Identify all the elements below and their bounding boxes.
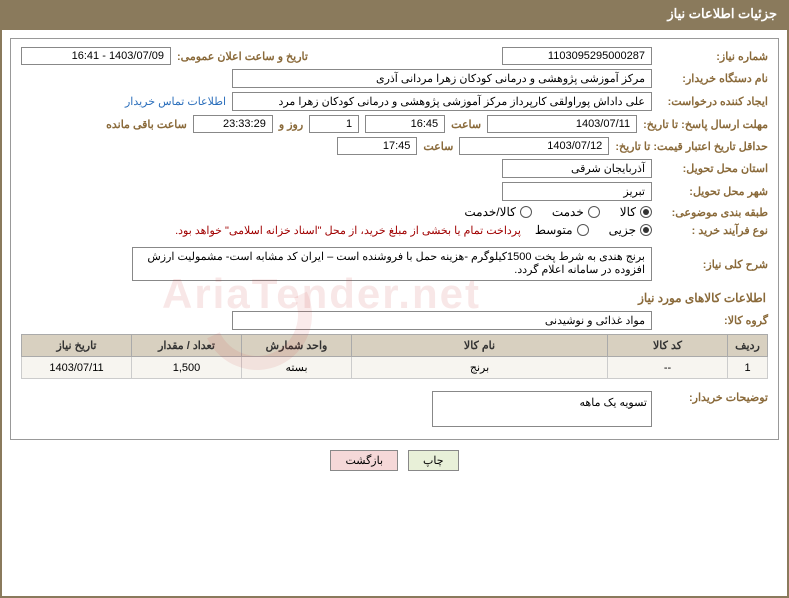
- reply-date: 1403/07/11: [487, 115, 637, 133]
- province-label: استان محل تحویل:: [658, 162, 768, 175]
- buyer-value: مرکز آموزشی پژوهشی و درمانی کودکان زهرا …: [232, 69, 652, 88]
- need-no-value: 1103095295000287: [502, 47, 652, 65]
- cell-code: --: [608, 357, 728, 379]
- items-table: ردیف کد کالا نام کالا واحد شمارش تعداد /…: [21, 334, 768, 379]
- row-category: طبقه بندی موضوعی: کالا خدمت کالا/خدمت: [21, 205, 768, 219]
- cell-row: 1: [728, 357, 768, 379]
- time-label-1: ساعت: [451, 118, 481, 131]
- validity-time: 17:45: [337, 137, 417, 155]
- th-name: نام کالا: [352, 335, 608, 357]
- radio-both[interactable]: کالا/خدمت: [464, 205, 531, 219]
- need-no-label: شماره نیاز:: [658, 50, 768, 63]
- th-qty: تعداد / مقدار: [132, 335, 242, 357]
- buyer-label: نام دستگاه خریدار:: [658, 72, 768, 85]
- main-frame: AriaTender.net شماره نیاز: 1103095295000…: [0, 28, 789, 598]
- group-value: مواد غذائی و نوشیدنی: [232, 311, 652, 330]
- radio-service-input[interactable]: [588, 206, 600, 218]
- requester-value: علی داداش پوراولقی کارپرداز مرکز آموزشی …: [232, 92, 652, 111]
- remarks-value: تسویه یک ماهه: [432, 391, 652, 427]
- th-date: تاریخ نیاز: [22, 335, 132, 357]
- cell-qty: 1,500: [132, 357, 242, 379]
- city-label: شهر محل تحویل:: [658, 185, 768, 198]
- radio-goods-input[interactable]: [640, 206, 652, 218]
- requester-label: ایجاد کننده درخواست:: [658, 95, 768, 108]
- row-remarks: توضیحات خریدار: تسویه یک ماهه: [21, 391, 768, 427]
- days-suffix: روز و: [279, 118, 303, 131]
- th-code: کد کالا: [608, 335, 728, 357]
- desc-label: شرح کلی نیاز:: [658, 258, 768, 271]
- days-value: 1: [309, 115, 359, 133]
- th-row: ردیف: [728, 335, 768, 357]
- announce-label: تاریخ و ساعت اعلان عمومی:: [177, 50, 308, 63]
- radio-minor-label: جزیی: [609, 223, 636, 237]
- radio-both-label: کالا/خدمت: [464, 205, 515, 219]
- time-label-2: ساعت: [423, 140, 453, 153]
- radio-minor-input[interactable]: [640, 224, 652, 236]
- radio-service-label: خدمت: [552, 205, 584, 219]
- row-need-no: شماره نیاز: 1103095295000287 تاریخ و ساع…: [21, 47, 768, 65]
- reply-time: 16:45: [365, 115, 445, 133]
- province-value: آذربایجان شرقی: [502, 159, 652, 178]
- validity-date: 1403/07/12: [459, 137, 609, 155]
- row-buyer: نام دستگاه خریدار: مرکز آموزشی پژوهشی و …: [21, 69, 768, 88]
- radio-minor[interactable]: جزیی: [609, 223, 652, 237]
- radio-both-input[interactable]: [520, 206, 532, 218]
- category-radios: کالا خدمت کالا/خدمت: [464, 205, 652, 219]
- contact-link[interactable]: اطلاعات تماس خریدار: [125, 95, 226, 108]
- announce-value: 1403/07/09 - 16:41: [21, 47, 171, 65]
- group-label: گروه کالا:: [658, 314, 768, 327]
- radio-service[interactable]: خدمت: [552, 205, 600, 219]
- radio-goods[interactable]: کالا: [620, 205, 652, 219]
- counter-value: 23:33:29: [193, 115, 273, 133]
- th-unit: واحد شمارش: [242, 335, 352, 357]
- remarks-label: توضیحات خریدار:: [658, 391, 768, 404]
- button-row: چاپ بازگشت: [10, 450, 779, 471]
- items-section-title: اطلاعات کالاهای مورد نیاز: [23, 291, 766, 305]
- cell-date: 1403/07/11: [22, 357, 132, 379]
- row-reply-deadline: مهلت ارسال پاسخ: تا تاریخ: 1403/07/11 سا…: [21, 115, 768, 133]
- process-label: نوع فرآیند خرید :: [658, 224, 768, 237]
- row-desc: شرح کلی نیاز: برنج هندی به شرط پخت 1500ک…: [21, 247, 768, 281]
- row-validity: حداقل تاریخ اعتبار قیمت: تا تاریخ: 1403/…: [21, 137, 768, 155]
- details-panel: شماره نیاز: 1103095295000287 تاریخ و ساع…: [10, 38, 779, 440]
- counter-suffix: ساعت باقی مانده: [106, 118, 187, 131]
- row-city: شهر محل تحویل: تبریز: [21, 182, 768, 201]
- panel-title: جزئیات اطلاعات نیاز: [667, 6, 777, 21]
- radio-medium-input[interactable]: [577, 224, 589, 236]
- table-header-row: ردیف کد کالا نام کالا واحد شمارش تعداد /…: [22, 335, 768, 357]
- cell-name: برنج: [352, 357, 608, 379]
- category-label: طبقه بندی موضوعی:: [658, 206, 768, 219]
- desc-value: برنج هندی به شرط پخت 1500کیلوگرم -هزینه …: [132, 247, 652, 281]
- row-process: نوع فرآیند خرید : جزیی متوسط پرداخت تمام…: [21, 223, 768, 237]
- city-value: تبریز: [502, 182, 652, 201]
- reply-deadline-label: مهلت ارسال پاسخ: تا تاریخ:: [643, 118, 768, 131]
- radio-medium[interactable]: متوسط: [535, 223, 589, 237]
- row-province: استان محل تحویل: آذربایجان شرقی: [21, 159, 768, 178]
- cell-unit: بسته: [242, 357, 352, 379]
- validity-label: حداقل تاریخ اعتبار قیمت: تا تاریخ:: [615, 140, 768, 153]
- panel-header: جزئیات اطلاعات نیاز: [0, 0, 789, 28]
- table-row: 1 -- برنج بسته 1,500 1403/07/11: [22, 357, 768, 379]
- payment-note: پرداخت تمام یا بخشی از مبلغ خرید، از محل…: [175, 224, 521, 237]
- row-requester: ایجاد کننده درخواست: علی داداش پوراولقی …: [21, 92, 768, 111]
- row-group: گروه کالا: مواد غذائی و نوشیدنی: [21, 311, 768, 330]
- radio-goods-label: کالا: [620, 205, 636, 219]
- print-button[interactable]: چاپ: [408, 450, 459, 471]
- radio-medium-label: متوسط: [535, 223, 573, 237]
- back-button[interactable]: بازگشت: [330, 450, 398, 471]
- process-radios: جزیی متوسط: [535, 223, 652, 237]
